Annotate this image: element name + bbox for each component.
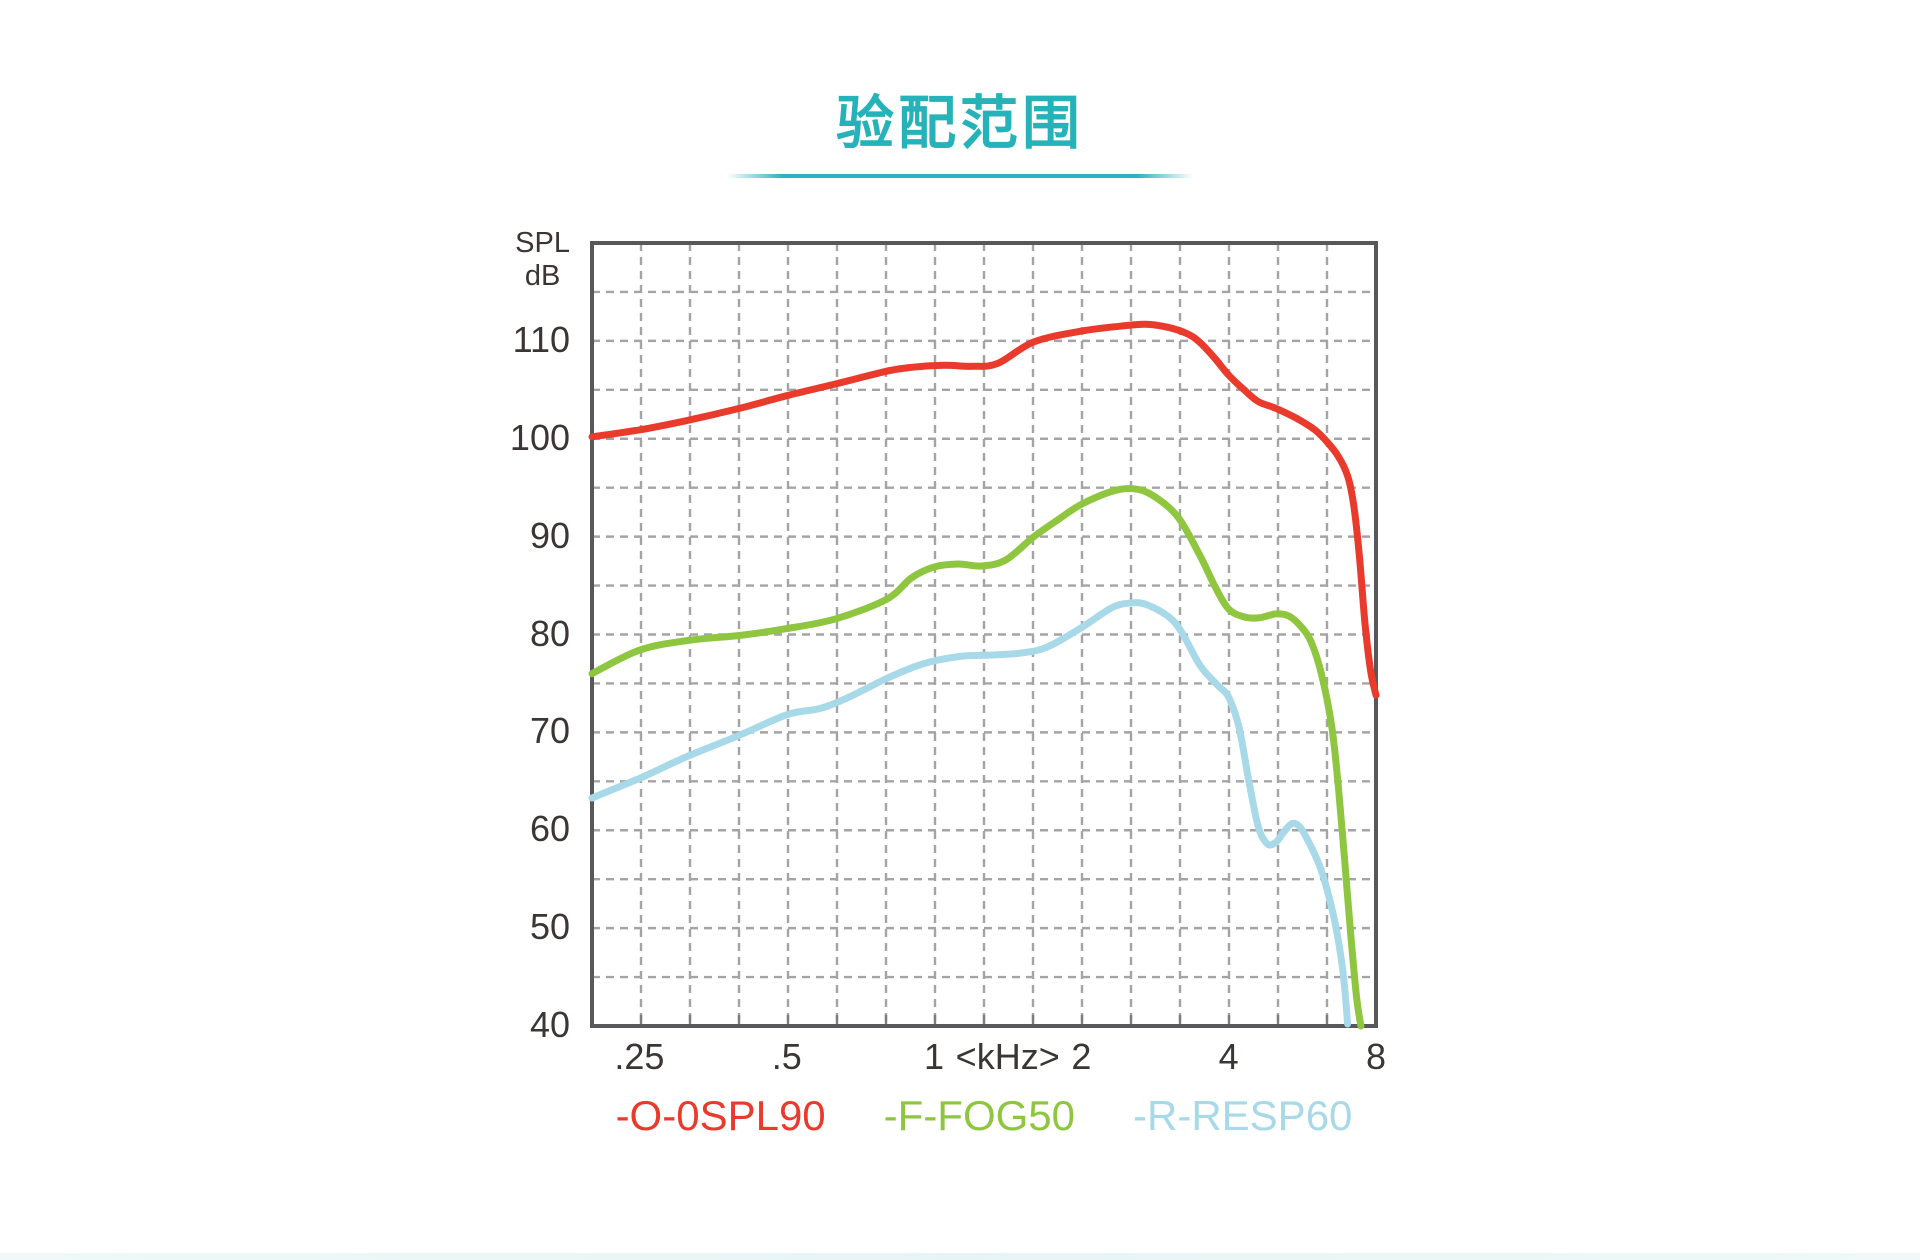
y-axis-title-line: dB [524,260,561,292]
legend-item-1: -O-0SPL90 [615,1092,826,1139]
legend-item-3: -R-RESP60 [1133,1092,1353,1139]
x-tick-label-4: 4 [1218,1036,1239,1077]
y-tick-label-40: 40 [529,1004,570,1046]
footer-accent-bar [0,1253,1920,1260]
chart-legend: -O-0SPL90 -F-FOG50 -R-RESP60 [592,1092,1376,1140]
x-tick-label-1: 1 [924,1036,945,1077]
series-curve-rresp60 [588,599,1352,1028]
y-tick-label-110: 110 [512,319,570,361]
chart-frame [590,241,1378,1028]
title-underline [727,174,1193,178]
series-curve-o0spl90 [588,320,1380,699]
y-axis-title-line: SPL [515,227,570,259]
y-tick-label-80: 80 [529,612,570,654]
x-tick-label-8: 8 [1365,1036,1387,1077]
x-tick-label-2: 2 [1071,1036,1092,1077]
y-tick-label-90: 90 [529,514,570,556]
y-tick-label-60: 60 [529,808,570,850]
y-tick-label-100: 100 [509,416,570,458]
page-title: 验配范围 [835,91,1084,156]
legend-item-2: -F-FOG50 [883,1092,1076,1139]
y-tick-label-50: 50 [529,906,570,948]
x-tick-label-.5: .5 [771,1036,802,1077]
x-axis-unit-label: <kHz> [955,1036,1060,1077]
x-tick-label-.25: .25 [614,1036,665,1077]
series-curve-ffog50 [588,484,1365,1030]
y-axis-title: SPL dB [515,227,570,293]
y-tick-label-70: 70 [529,710,570,752]
